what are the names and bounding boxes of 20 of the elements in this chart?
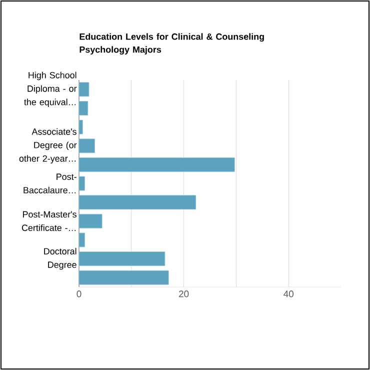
bar [78, 214, 102, 228]
y-tick-label: Post-Master's Certificate -… [22, 211, 76, 231]
bar [78, 232, 85, 248]
bar [78, 270, 169, 285]
bar [78, 176, 85, 191]
x-tick-label: 20 [179, 290, 189, 298]
bar [78, 138, 95, 154]
chart-title: Education Levels for Clinical & Counseling Psychology Majors [80, 33, 264, 55]
bar [78, 101, 88, 116]
x-tick-label: 0 [76, 290, 82, 298]
y-tick-label: High School Diploma - or the equival… [24, 72, 77, 108]
y-tick-label: Associate's Degree (or other 2-year… [19, 128, 77, 164]
x-tick-label: 40 [284, 290, 294, 298]
bar [78, 82, 90, 97]
bar [78, 252, 166, 266]
bar [78, 120, 83, 134]
y-tick-label: Post-Baccalaure… [24, 174, 76, 194]
y-tick-label: Doctoral Degree [44, 248, 76, 270]
bar [78, 157, 235, 172]
bar [78, 195, 196, 210]
